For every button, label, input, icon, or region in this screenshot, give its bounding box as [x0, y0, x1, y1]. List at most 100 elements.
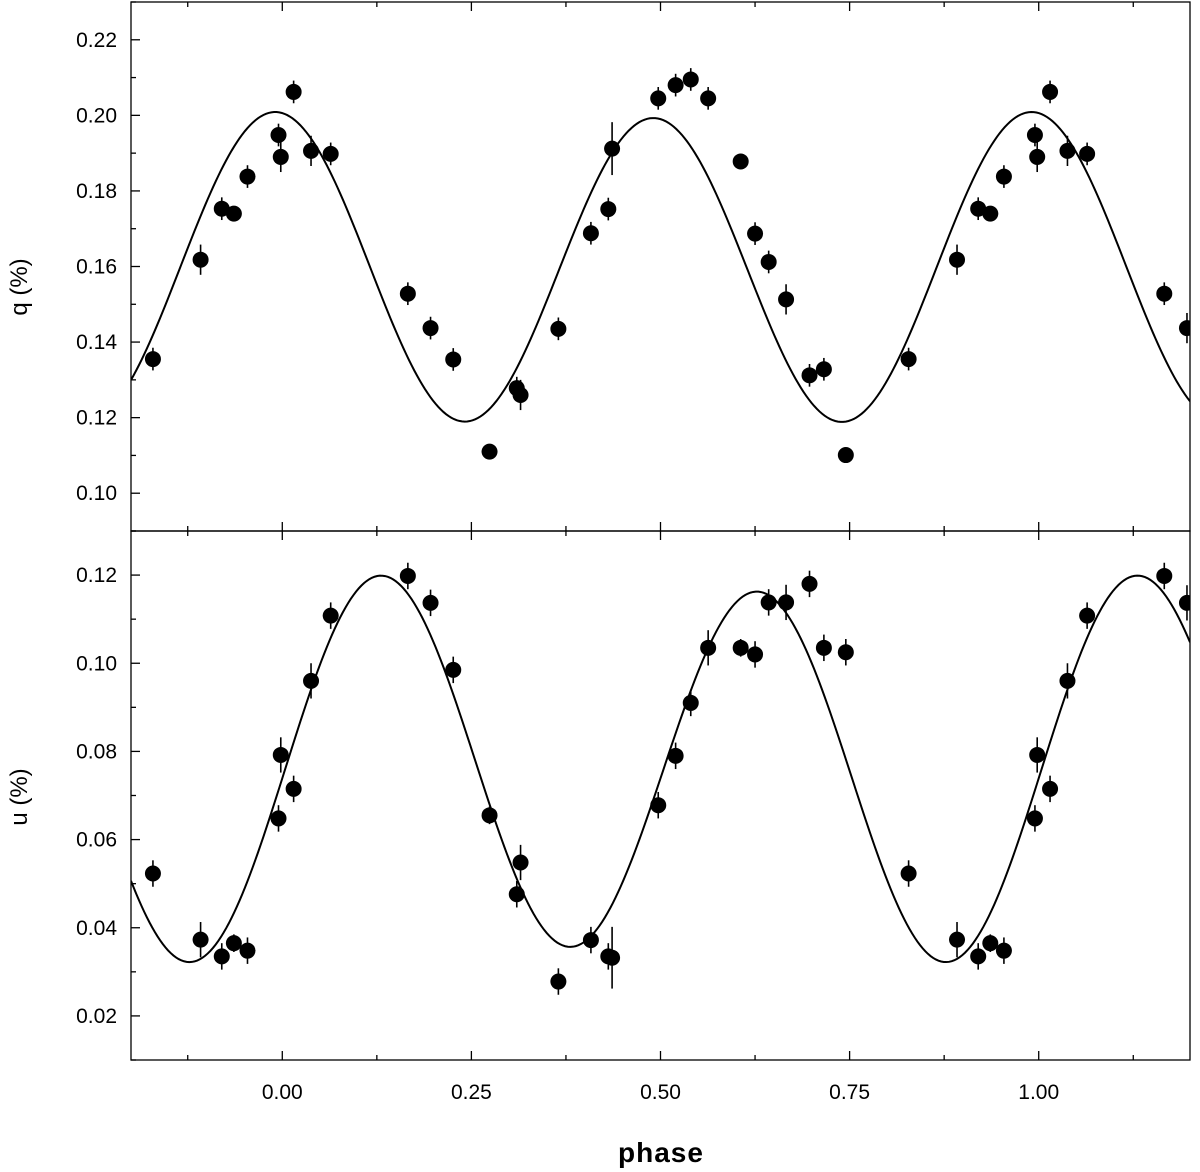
data-point: [604, 926, 621, 989]
data-marker: [582, 225, 599, 242]
data-point: [747, 641, 764, 668]
data-marker: [949, 251, 966, 268]
data-point: [144, 860, 161, 887]
y-tick-label: 0.14: [76, 331, 117, 354]
data-point: [422, 589, 439, 617]
data-point: [213, 943, 230, 970]
y-tick-label: 0.10: [76, 482, 117, 505]
y-tick-label: 0.12: [76, 407, 117, 430]
data-point: [982, 205, 999, 222]
data-point: [303, 135, 320, 166]
data-point: [1079, 142, 1096, 166]
data-marker: [1059, 672, 1076, 689]
y-tick-label: 0.12: [76, 564, 117, 587]
data-point: [1178, 585, 1190, 621]
y-tick-label: 0.10: [76, 652, 117, 675]
data-marker: [1026, 127, 1043, 144]
y-tick-label: 0.02: [76, 1005, 117, 1028]
data-point: [550, 317, 567, 341]
data-point: [422, 316, 439, 340]
data-marker: [213, 200, 230, 217]
data-point: [270, 123, 287, 147]
data-point: [322, 602, 339, 629]
data-marker: [995, 942, 1012, 959]
data-point: [272, 737, 289, 773]
data-point: [1059, 135, 1076, 166]
data-marker: [399, 285, 416, 302]
data-point: [192, 922, 209, 958]
data-marker: [682, 71, 699, 88]
data-marker: [949, 931, 966, 948]
y-tick-label: 0.22: [76, 29, 117, 52]
data-point: [508, 881, 525, 908]
data-point: [322, 142, 339, 166]
model-curve: [131, 574, 1190, 964]
data-point: [682, 68, 699, 91]
data-marker: [970, 948, 987, 965]
data-marker: [399, 567, 416, 584]
data-point: [778, 284, 795, 315]
data-marker: [481, 807, 498, 824]
data-point: [732, 639, 749, 657]
data-marker: [270, 810, 287, 827]
data-marker: [982, 935, 999, 952]
data-marker: [667, 747, 684, 764]
data-marker: [550, 320, 567, 337]
data-point: [481, 443, 498, 460]
data-marker: [760, 253, 777, 270]
data-marker: [1156, 567, 1173, 584]
data-marker: [778, 594, 795, 611]
data-point: [144, 347, 161, 371]
data-marker: [481, 443, 498, 460]
data-point: [600, 197, 617, 221]
data-marker: [732, 639, 749, 656]
y-tick-label: 0.08: [76, 740, 117, 763]
data-point: [760, 250, 777, 274]
data-marker: [1026, 810, 1043, 827]
data-point: [239, 937, 256, 964]
data-marker: [512, 386, 529, 403]
data-marker: [801, 367, 818, 384]
data-point: [815, 357, 832, 381]
y-tick-label: 0.18: [76, 180, 117, 203]
data-marker: [982, 205, 999, 222]
data-marker: [303, 142, 320, 159]
data-point: [650, 87, 667, 110]
data-point: [445, 348, 462, 371]
data-point: [801, 570, 818, 598]
data-point: [1026, 123, 1043, 147]
data-point: [239, 165, 256, 188]
data-marker: [995, 168, 1012, 185]
data-point: [760, 589, 777, 616]
data-marker: [815, 639, 832, 656]
data-point: [192, 244, 209, 275]
data-point: [949, 922, 966, 958]
data-marker: [667, 77, 684, 94]
data-point: [778, 584, 795, 621]
data-marker: [144, 865, 161, 882]
data-marker: [270, 127, 287, 144]
data-marker: [1178, 320, 1190, 337]
data-point: [481, 806, 498, 825]
data-marker: [285, 83, 302, 100]
data-marker: [422, 594, 439, 611]
u-panel: 0.00 0.25 0.50 0.75 1.00 0.02 0.04 0.06 0.08 0.10…: [76, 530, 1191, 1104]
data-marker: [1178, 594, 1190, 611]
data-point: [1079, 602, 1096, 629]
data-point: [995, 165, 1012, 188]
data-marker: [1079, 607, 1096, 624]
data-marker: [700, 639, 717, 656]
data-point: [700, 630, 717, 666]
data-point: [700, 87, 717, 110]
data-point: [970, 197, 987, 221]
data-point: [550, 968, 567, 995]
data-marker: [1029, 148, 1046, 165]
data-point: [1156, 282, 1173, 306]
data-marker: [508, 886, 525, 903]
data-marker: [144, 351, 161, 368]
data-point: [837, 639, 854, 666]
data-point: [604, 122, 621, 176]
data-marker: [322, 145, 339, 162]
data-marker: [900, 351, 917, 368]
data-marker: [225, 205, 242, 222]
